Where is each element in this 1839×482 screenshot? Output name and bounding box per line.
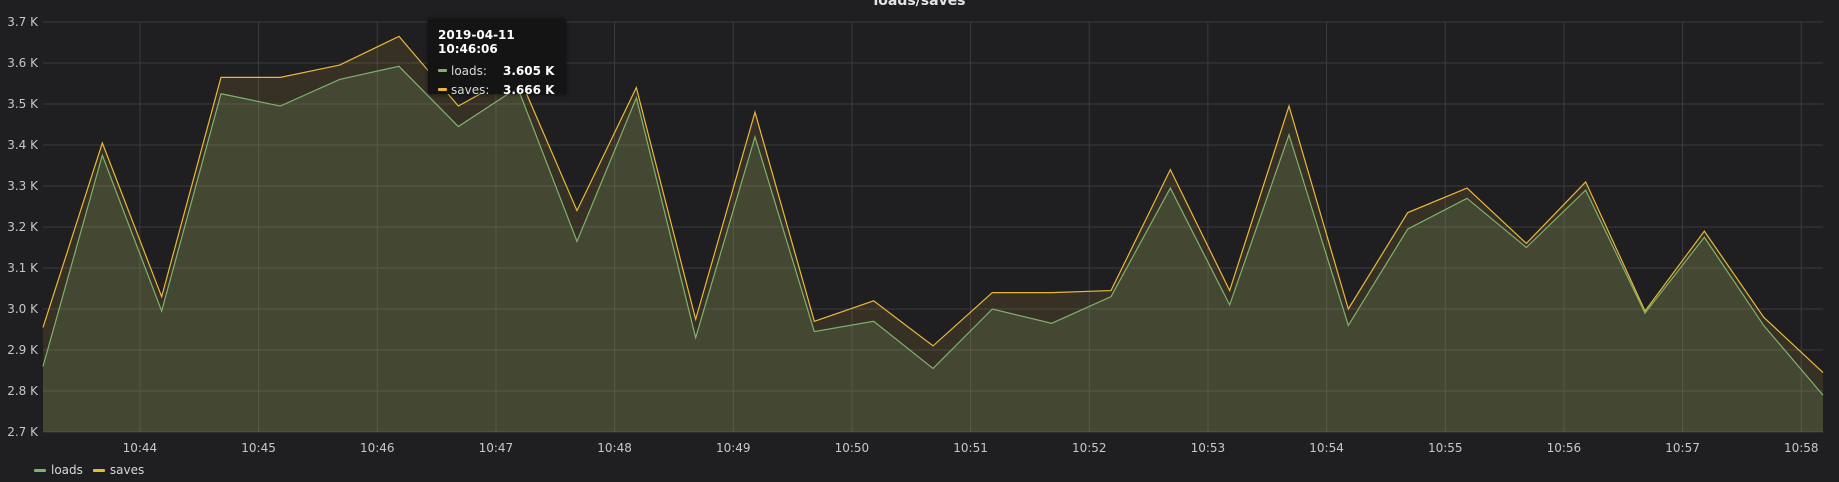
tooltip-row-loads: loads: 3.605 K — [438, 61, 556, 80]
series-area-saves — [43, 36, 1823, 432]
x-tick-label: 10:57 — [1665, 441, 1700, 455]
legend-swatch-saves — [92, 468, 105, 472]
series-line-loads — [42, 65, 1824, 396]
x-tick-label: 10:51 — [953, 441, 988, 455]
y-tick-label: 2.7 K — [7, 425, 39, 439]
hover-tooltip: 2019-04-11 10:46:06 loads: 3.605 K saves… — [428, 19, 566, 97]
x-tick-label: 10:47 — [479, 441, 514, 455]
tooltip-series-name: loads: — [451, 63, 487, 78]
x-tick-label: 10:46 — [360, 441, 395, 455]
chart-svg[interactable]: 2.7 K 2.8 K 2.9 K 3.0 K 3.1 K 3.2 K 3.3 K 3.4 K… — [0, 0, 1839, 460]
tooltip-row-saves: saves: 3.666 K — [438, 80, 556, 99]
x-tick-label: 10:56 — [1547, 441, 1582, 455]
x-tick-label: 10:49 — [716, 441, 751, 455]
y-tick-label: 3.4 K — [7, 138, 39, 152]
legend-item-loads[interactable]: loads — [34, 463, 83, 477]
tooltip-time: 2019-04-11 10:46:06 — [438, 28, 515, 56]
tooltip-series-value: 3.666 K — [503, 82, 555, 97]
tooltip-swatch-saves — [438, 88, 447, 91]
x-tick-label: 10:45 — [241, 441, 276, 455]
x-tick-label: 10:52 — [1072, 441, 1107, 455]
y-tick-label: 3.3 K — [7, 179, 39, 193]
legend: loads saves — [34, 463, 144, 477]
legend-item-saves[interactable]: saves — [92, 463, 145, 477]
x-tick-label: 10:50 — [835, 441, 870, 455]
y-tick-label: 3.7 K — [7, 15, 39, 29]
y-tick-label: 3.6 K — [7, 56, 39, 70]
x-tick-label: 10:48 — [597, 441, 632, 455]
y-tick-label: 2.8 K — [7, 384, 39, 398]
legend-label-loads: loads — [51, 463, 83, 477]
y-tick-label: 2.9 K — [7, 343, 39, 357]
y-tick-label: 3.5 K — [7, 97, 39, 111]
x-tick-label: 10:53 — [1191, 441, 1226, 455]
panel-title[interactable]: loads/saves — [873, 0, 966, 9]
tooltip-series-name: saves: — [451, 82, 490, 97]
series-line-saves — [42, 35, 1824, 373]
x-tick-label: 10:58 — [1784, 441, 1819, 455]
y-tick-label: 3.2 K — [7, 220, 39, 234]
series-area-loads — [43, 66, 1823, 432]
x-tick-label: 10:55 — [1428, 441, 1463, 455]
x-tick-label: 10:54 — [1309, 441, 1344, 455]
x-tick-label: 10:44 — [123, 441, 158, 455]
y-tick-label: 3.1 K — [7, 261, 39, 275]
tooltip-series-value: 3.605 K — [503, 63, 555, 78]
y-tick-label: 3.0 K — [7, 302, 39, 316]
tooltip-swatch-loads — [438, 69, 447, 72]
legend-swatch-loads — [34, 468, 46, 472]
legend-label-saves: saves — [109, 463, 145, 477]
